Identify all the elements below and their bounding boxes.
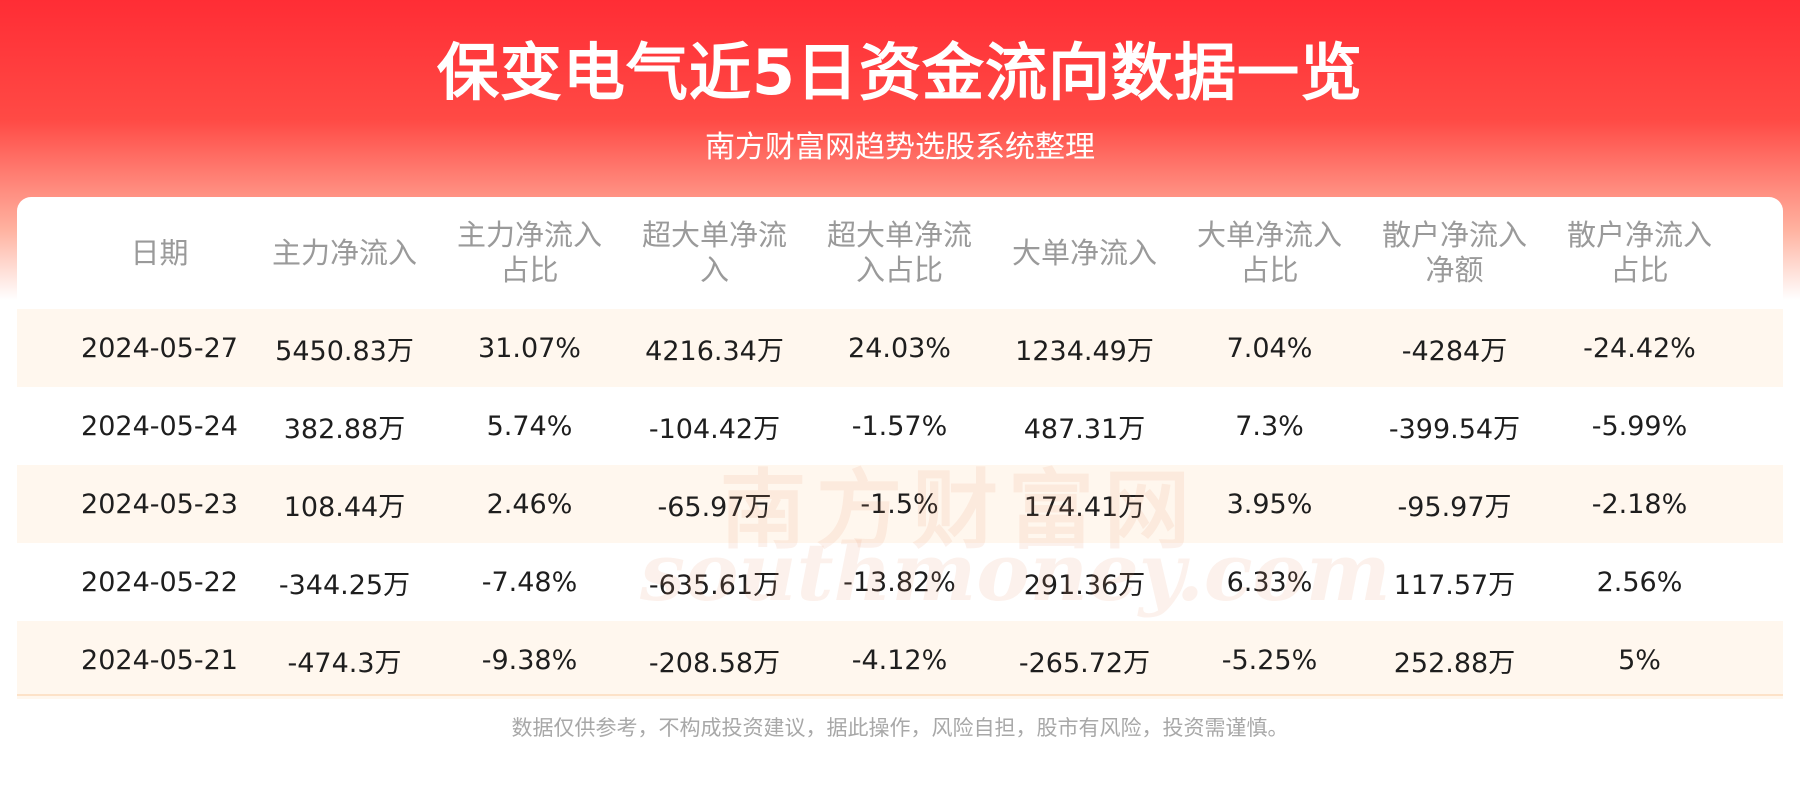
header-cell: 大单净流入: [992, 197, 1177, 309]
header-cell: 主力净流入占比: [437, 197, 622, 309]
header-text: 大单净流入: [1011, 235, 1157, 270]
table-cell: 2024-05-23: [81, 488, 238, 520]
table-cell: 6.33%: [1226, 566, 1313, 598]
table-cell: -2.18%: [1591, 488, 1688, 520]
table-cell: 5450.83万: [275, 335, 414, 367]
header-text: 散户净流入占比: [1566, 218, 1712, 287]
table-cell: 2024-05-22: [81, 566, 238, 598]
header-cell: 日期: [67, 197, 252, 309]
table-cell: -104.42万: [648, 413, 781, 445]
table-cell: 7.3%: [1235, 410, 1304, 442]
table-cell: 2.56%: [1596, 566, 1683, 598]
table-cell: 3.95%: [1226, 488, 1313, 520]
header-text: 主力净流入: [271, 235, 417, 270]
table-cell: 2024-05-21: [81, 644, 238, 676]
table-cell: 5.74%: [486, 410, 573, 442]
table-cell: 252.88万: [1393, 647, 1516, 679]
header-cell: 大单净流入占比: [1177, 197, 1362, 309]
table-cell: 108.44万: [283, 491, 406, 523]
table-cell: 2.46%: [486, 488, 573, 520]
table-cell: 5%: [1618, 644, 1661, 676]
table-cell: -1.5%: [860, 488, 939, 520]
table-cell: -1.57%: [851, 410, 948, 442]
table-cell: 2024-05-27: [81, 332, 238, 364]
header-cell: 散户净流入占比: [1547, 197, 1732, 309]
table-cell: -4.12%: [851, 644, 948, 676]
table-cell: -4284万: [1401, 335, 1508, 367]
table-cell: 4216.34万: [645, 335, 784, 367]
table-cell: -635.61万: [648, 569, 781, 601]
table-cell: -344.25万: [278, 569, 411, 601]
table-cell: 1234.49万: [1015, 335, 1154, 367]
table-cell: -95.97万: [1397, 491, 1512, 523]
table-cell: -65.97万: [657, 491, 772, 523]
table-cell: -7.48%: [481, 566, 578, 598]
subtitle: 南方财富网趋势选股系统整理: [705, 130, 1095, 165]
table-cell: -208.58万: [648, 647, 781, 679]
table-cell: -13.82%: [843, 566, 956, 598]
disclaimer: 数据仅供参考，不构成投资建议，据此操作，风险自担，股市有风险，投资需谨慎。: [511, 716, 1289, 740]
header-cell: 超大单净流入占比: [807, 197, 992, 309]
table-cell: 117.57万: [1393, 569, 1516, 601]
table-cell: 2024-05-24: [81, 410, 238, 442]
table-cell: -474.3万: [287, 647, 402, 679]
header-text: 主力净流入占比: [456, 218, 602, 287]
table-cell: 174.41万: [1023, 491, 1146, 523]
table-cell: 487.31万: [1023, 413, 1146, 445]
table-cell: -265.72万: [1018, 647, 1151, 679]
header-text: 散户净流入净额: [1381, 218, 1527, 287]
table-row: 2024-05-23 108.44万 2.46% -65.97万 -1.5% 174.41…: [17, 465, 1783, 543]
table: 日期 主力净流入 主力净流入占比 超大单净流入 超大单净流入占比 大单净流入 大单净流入占比…: [17, 197, 1783, 800]
divider: [17, 694, 1783, 696]
header-row: 日期 主力净流入 主力净流入占比 超大单净流入 超大单净流入占比 大单净流入 大单净流入占比…: [17, 197, 1783, 309]
table-cell: 291.36万: [1023, 569, 1146, 601]
table-cell: 7.04%: [1226, 332, 1313, 364]
header-cell: 超大单净流入: [622, 197, 807, 309]
table-cell: 382.88万: [283, 413, 406, 445]
title: 保变电气近5日资金流向数据一览: [436, 36, 1364, 109]
header-cell: 主力净流入: [252, 197, 437, 309]
table-cell: -5.25%: [1221, 644, 1318, 676]
table-cell: 31.07%: [478, 332, 581, 364]
header-text: 大单净流入占比: [1196, 218, 1342, 287]
table-row: 2024-05-27 5450.83万 31.07% 4216.34万 24.03% 12…: [17, 309, 1783, 387]
table-cell: 24.03%: [848, 332, 951, 364]
table-row: 2024-05-21 -474.3万 -9.38% -208.58万 -4.12% -26…: [17, 621, 1783, 699]
table-cell: -9.38%: [481, 644, 578, 676]
table-row: 2024-05-22 -344.25万 -7.48% -635.61万 -13.82% 2…: [17, 543, 1783, 621]
header-text: 超大单净流入: [641, 218, 787, 287]
table-cell: -399.54万: [1388, 413, 1521, 445]
header-text: 超大单净流入占比: [826, 218, 972, 287]
header-text: 日期: [130, 235, 189, 270]
table-cell: -5.99%: [1591, 410, 1688, 442]
table-cell: -24.42%: [1583, 332, 1696, 364]
table-row: 2024-05-24 382.88万 5.74% -104.42万 -1.57% 487.…: [17, 387, 1783, 465]
header-cell: 散户净流入净额: [1362, 197, 1547, 309]
